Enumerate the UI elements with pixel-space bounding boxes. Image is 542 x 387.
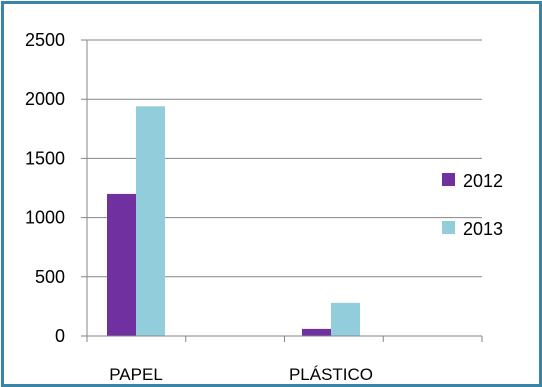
legend-label: 2013 [463,219,503,239]
y-tick-label: 1500 [25,148,65,168]
x-category-label: PLÁSTICO [289,365,373,384]
bars [107,106,360,336]
y-tick-label: 500 [35,267,65,287]
bar-2013-papel [136,106,165,336]
y-tick-label: 1000 [25,208,65,228]
bar-2012-plástico [302,328,331,336]
legend-swatch [442,221,455,234]
bar-2012-papel [107,193,136,336]
legend: 2012 2013 [442,171,503,239]
y-tick-labels: 0 500 1000 1500 2000 2500 [25,30,65,346]
y-tick-label: 0 [55,326,65,346]
legend-label: 2012 [463,171,503,191]
y-tick-label: 2500 [25,30,65,50]
x-category-label: PAPEL [109,365,163,384]
legend-swatch [442,173,455,186]
axes [86,40,483,342]
bar-2013-plástico [331,302,360,336]
x-category-labels: PAPEL PLÁSTICO [109,365,373,384]
y-tick-label: 2000 [25,89,65,109]
